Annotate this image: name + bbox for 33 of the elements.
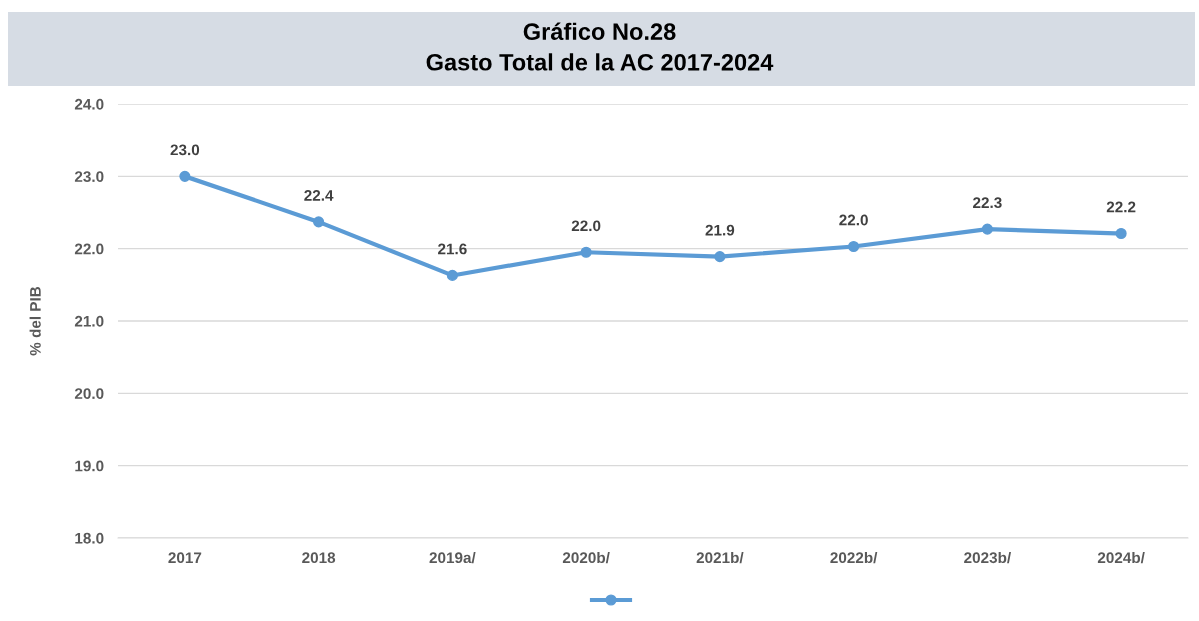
data-label: 22.0 bbox=[571, 220, 601, 232]
y-tick-label: 21.0 bbox=[74, 315, 104, 327]
data-label: 23.0 bbox=[170, 144, 200, 156]
y-tick-label: 22.0 bbox=[74, 243, 104, 255]
x-tick-label: 2024b/ bbox=[1097, 551, 1145, 564]
chart-title: Gráfico No.28 Gasto Total de la AC 2017-2024 bbox=[426, 22, 774, 71]
y-tick-label: 24.0 bbox=[74, 98, 104, 110]
x-tick-label: 2019a/ bbox=[429, 551, 476, 564]
data-label: 22.4 bbox=[304, 190, 334, 201]
data-label: 21.9 bbox=[705, 224, 735, 236]
y-axis-title: % del PIB bbox=[29, 286, 41, 356]
point bbox=[446, 269, 458, 281]
point bbox=[313, 216, 325, 228]
point bbox=[580, 246, 592, 258]
x-tick-label: 2020b/ bbox=[562, 551, 610, 564]
data-label: 22.3 bbox=[973, 197, 1002, 209]
y-tick-label: 23.0 bbox=[74, 171, 104, 183]
x-tick-label: 2023b/ bbox=[964, 551, 1012, 564]
x-tick-label: 2017 bbox=[168, 552, 202, 564]
data-label: 22.2 bbox=[1106, 201, 1136, 213]
point bbox=[714, 251, 726, 263]
x-tick-label: 2022b/ bbox=[830, 551, 878, 564]
y-tick-label: 19.0 bbox=[75, 460, 104, 472]
data-label: 21.6 bbox=[438, 243, 467, 255]
point bbox=[1115, 227, 1127, 240]
x-tick-label: 2018 bbox=[302, 552, 336, 564]
data-label: 22.0 bbox=[839, 214, 868, 226]
point bbox=[981, 223, 993, 235]
point bbox=[848, 240, 860, 253]
y-tick-label: 20.0 bbox=[74, 388, 104, 400]
y-tick-label: 18.0 bbox=[75, 532, 104, 544]
point bbox=[179, 170, 191, 182]
x-tick-label: 2021b/ bbox=[696, 551, 744, 564]
